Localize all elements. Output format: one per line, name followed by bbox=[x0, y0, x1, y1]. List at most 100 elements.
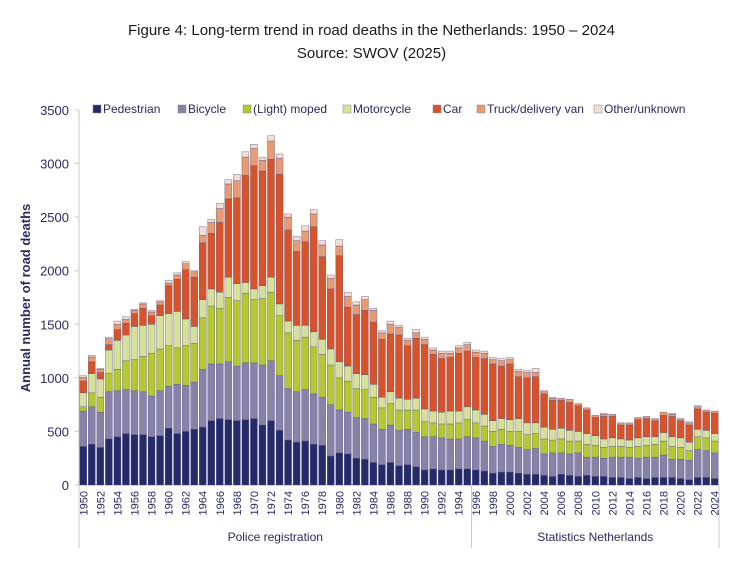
bar-stack-1951 bbox=[88, 355, 96, 486]
bar-segment-bicycle-2014 bbox=[625, 456, 634, 479]
bar-segment-other-unknown-1958 bbox=[147, 310, 156, 313]
bar-segment-truck-delivery-van-1982 bbox=[352, 304, 361, 315]
bar-segment-bicycle-1963 bbox=[190, 381, 198, 430]
bar-segment-light-moped-1977 bbox=[309, 346, 318, 395]
bar-segment-motorcycle-2024 bbox=[710, 433, 719, 442]
bar-segment-light-moped-2003 bbox=[531, 433, 540, 449]
bar-segment-truck-delivery-van-1952 bbox=[96, 369, 105, 373]
bar-segment-bicycle-2016 bbox=[642, 456, 651, 479]
bar-segment-other-unknown-2011 bbox=[600, 412, 608, 415]
bar-segment-other-unknown-1964 bbox=[198, 226, 207, 236]
bar-segment-light-moped-1973 bbox=[275, 315, 284, 376]
bar-stack-1953 bbox=[105, 336, 113, 486]
bar-segment-truck-delivery-van-2022 bbox=[693, 406, 702, 410]
bar-segment-truck-delivery-van-1966 bbox=[216, 208, 224, 223]
bar-segment-motorcycle-1973 bbox=[275, 303, 284, 316]
bar-segment-light-moped-1964 bbox=[198, 317, 207, 370]
bar-segment-motorcycle-1952 bbox=[96, 378, 105, 398]
x-tick-label: 1958 bbox=[147, 491, 159, 515]
bar-segment-other-unknown-1973 bbox=[275, 153, 284, 159]
x-tick-label: 1960 bbox=[164, 491, 176, 515]
bar-stack-1992 bbox=[437, 350, 446, 486]
bar-segment-car-2014 bbox=[625, 424, 634, 441]
bar-segment-bicycle-2004 bbox=[540, 453, 548, 476]
bar-segment-motorcycle-1981 bbox=[344, 365, 352, 382]
bar-segment-bicycle-2023 bbox=[702, 450, 710, 478]
bar-segment-car-1965 bbox=[207, 232, 216, 290]
bar-segment-car-2004 bbox=[540, 393, 548, 428]
bar-segment-car-1975 bbox=[292, 251, 301, 326]
bar-segment-car-2023 bbox=[702, 411, 710, 431]
bar-segment-motorcycle-2004 bbox=[540, 426, 548, 440]
bar-segment-pedestrian-1952 bbox=[96, 447, 105, 486]
bar-stack-1995 bbox=[463, 342, 472, 486]
bar-segment-motorcycle-2015 bbox=[634, 437, 642, 447]
bar-segment-car-1950 bbox=[79, 380, 88, 394]
bar-segment-truck-delivery-van-1984 bbox=[369, 310, 378, 323]
bar-segment-pedestrian-1979 bbox=[326, 455, 335, 486]
bar-segment-bicycle-1967 bbox=[224, 361, 233, 420]
x-tick-label: 1984 bbox=[368, 491, 380, 515]
bar-segment-truck-delivery-van-1977 bbox=[309, 213, 318, 228]
x-tick-label: 1980 bbox=[334, 491, 346, 515]
x-tick-label: 1972 bbox=[266, 491, 278, 515]
bar-stack-2009 bbox=[582, 407, 591, 486]
legend-item: Pedestrian bbox=[92, 102, 160, 116]
bar-segment-pedestrian-1961 bbox=[173, 433, 181, 486]
bar-segment-light-moped-1986 bbox=[386, 403, 395, 426]
bar-segment-bicycle-1984 bbox=[369, 423, 378, 463]
x-tick-label: 1962 bbox=[181, 491, 193, 515]
bar-segment-other-unknown-1954 bbox=[113, 320, 122, 325]
bar-segment-pedestrian-1999 bbox=[497, 471, 506, 486]
bar-segment-pedestrian-2024 bbox=[710, 478, 719, 486]
bar-segment-motorcycle-1963 bbox=[190, 326, 198, 344]
bar-segment-truck-delivery-van-1996 bbox=[472, 351, 480, 358]
bar-segment-pedestrian-1978 bbox=[318, 445, 326, 486]
bar-segment-other-unknown-1994 bbox=[454, 345, 463, 349]
bar-segment-truck-delivery-van-2002 bbox=[523, 372, 531, 379]
bar-segment-other-unknown-1971 bbox=[258, 156, 267, 161]
bar-stack-1977 bbox=[309, 209, 318, 486]
bar-segment-pedestrian-1966 bbox=[216, 418, 224, 486]
bar-segment-truck-delivery-van-2016 bbox=[642, 416, 651, 419]
bar-segment-pedestrian-2009 bbox=[582, 475, 591, 486]
bar-segment-other-unknown-2021 bbox=[685, 421, 693, 424]
bar-segment-bicycle-2021 bbox=[685, 460, 693, 480]
bar-segment-bicycle-1992 bbox=[437, 437, 446, 471]
chart-title: Figure 4: Long-term trend in road deaths… bbox=[128, 22, 615, 39]
bar-stack-1989 bbox=[412, 329, 420, 486]
bar-segment-truck-delivery-van-1988 bbox=[403, 340, 412, 346]
bar-segment-bicycle-1956 bbox=[130, 390, 139, 435]
bar-segment-light-moped-2020 bbox=[676, 447, 685, 460]
bar-segment-other-unknown-1953 bbox=[105, 336, 113, 339]
legend-label: Other/unknown bbox=[604, 102, 685, 116]
bar-segment-light-moped-2001 bbox=[514, 431, 523, 448]
bar-segment-truck-delivery-van-2007 bbox=[565, 399, 574, 403]
bar-segment-light-moped-1968 bbox=[233, 300, 241, 367]
bar-segment-other-unknown-2003 bbox=[531, 367, 540, 373]
bar-segment-truck-delivery-van-1986 bbox=[386, 324, 395, 335]
bar-segment-truck-delivery-van-2006 bbox=[557, 397, 565, 401]
legend-swatch bbox=[92, 104, 102, 114]
x-tick-label: 2014 bbox=[624, 491, 636, 515]
bar-stack-2000 bbox=[506, 357, 514, 486]
bar-segment-bicycle-1979 bbox=[326, 404, 335, 457]
x-tick-label: 2008 bbox=[573, 491, 585, 515]
bar-segment-light-moped-2004 bbox=[540, 438, 548, 455]
bar-segment-truck-delivery-van-2011 bbox=[600, 414, 608, 417]
bar-segment-light-moped-1956 bbox=[130, 359, 139, 391]
bar-stack-1966 bbox=[216, 202, 224, 486]
x-tick-label: 1988 bbox=[403, 491, 415, 515]
bar-segment-light-moped-2022 bbox=[693, 436, 702, 450]
bar-segment-truck-delivery-van-1987 bbox=[395, 327, 403, 336]
bar-segment-other-unknown-2002 bbox=[523, 370, 531, 373]
bar-stack-1976 bbox=[301, 225, 309, 486]
bar-stack-2006 bbox=[557, 397, 565, 486]
x-tick-label: 1966 bbox=[215, 491, 227, 515]
y-tick-label: 0 bbox=[62, 478, 69, 493]
bar-stack-2022 bbox=[693, 405, 702, 486]
bar-segment-bicycle-1987 bbox=[395, 430, 403, 466]
bar-stack-1956 bbox=[130, 309, 139, 486]
legend-label: Motorcycle bbox=[353, 102, 411, 116]
bar-segment-truck-delivery-van-1973 bbox=[275, 157, 284, 175]
